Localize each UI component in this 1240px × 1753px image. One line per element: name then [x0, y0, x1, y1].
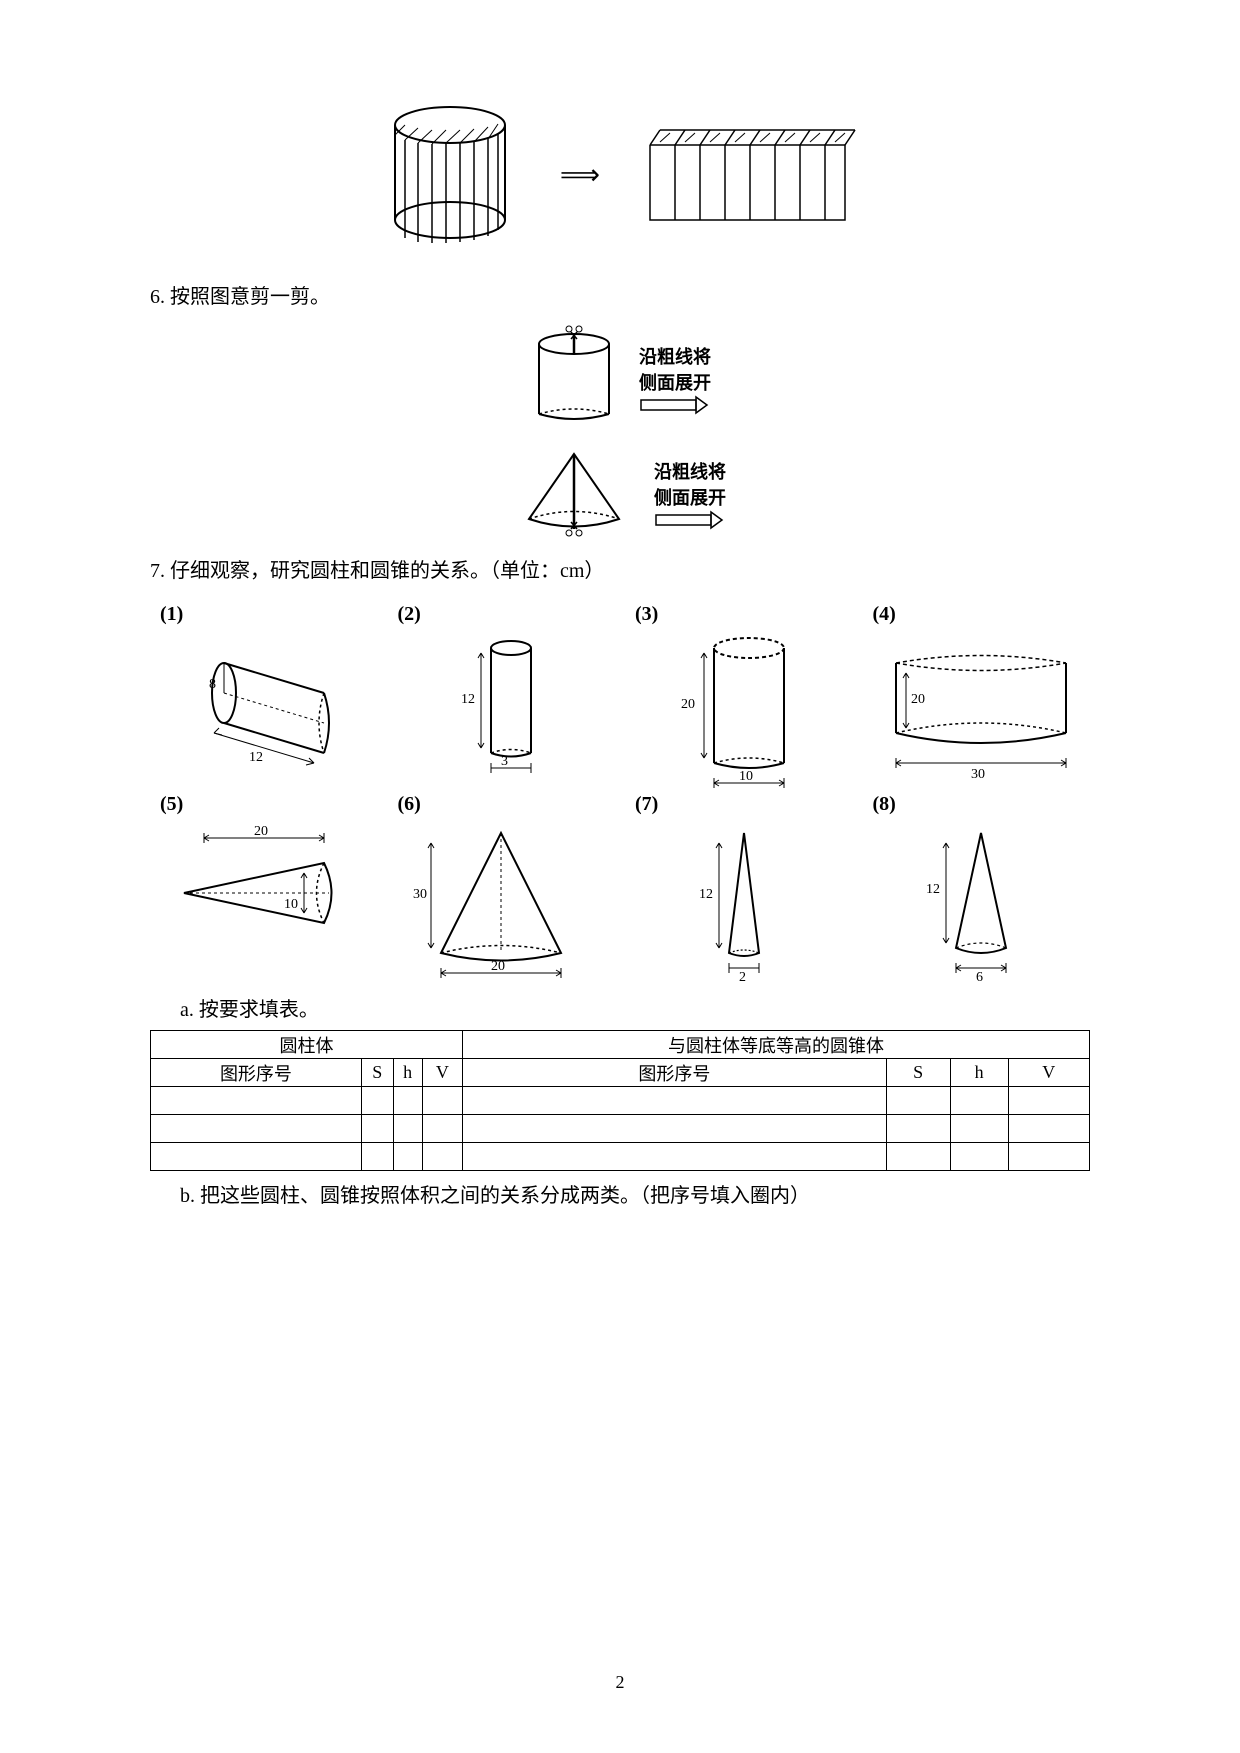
label-line-1: 沿粗线将: [639, 343, 711, 369]
svg-text:20: 20: [491, 959, 505, 974]
shape-5-num: (5): [160, 793, 183, 816]
svg-text:30: 30: [971, 767, 985, 782]
unfold-arrow-2-icon: [654, 510, 726, 530]
svg-text:20: 20: [911, 692, 925, 707]
svg-text:12: 12: [461, 692, 475, 707]
cylinder-unfold-diagram: ⟹: [150, 100, 1090, 250]
col-2: h: [393, 1059, 422, 1087]
shape-7: (7) 12 2: [625, 793, 853, 973]
shapes-grid: (1) 8 12 (2): [150, 603, 1090, 973]
cone-with-scissors-icon: [514, 449, 634, 539]
shape-5: (5) 20 10: [150, 793, 378, 973]
cylinder-sliced-icon: [380, 100, 520, 250]
shape-6-num: (6): [398, 793, 421, 816]
label-line-2: 侧面展开: [639, 369, 711, 395]
svg-text:30: 30: [413, 887, 427, 902]
comparison-table: 圆柱体 与圆柱体等底等高的圆锥体 图形序号 S h V 图形序号 S h V: [150, 1030, 1090, 1171]
col-3: V: [422, 1059, 462, 1087]
cone-unfold-label: 沿粗线将 侧面展开: [654, 458, 726, 530]
shape-3: (3) 20 10: [625, 603, 853, 783]
shape-4-num: (4): [873, 603, 896, 626]
svg-text:2: 2: [739, 970, 746, 983]
svg-text:3: 3: [501, 754, 508, 769]
svg-text:6: 6: [976, 970, 983, 983]
cylinder-unfold-label: 沿粗线将 侧面展开: [639, 343, 711, 415]
table-row: [151, 1115, 1090, 1143]
svg-text:8: 8: [209, 677, 216, 692]
shape-8-num: (8): [873, 793, 896, 816]
table-row: [151, 1143, 1090, 1171]
svg-text:12: 12: [926, 882, 940, 897]
label-line-2b: 侧面展开: [654, 484, 726, 510]
shape-1: (1) 8 12: [150, 603, 378, 783]
table-header-left: 圆柱体: [151, 1031, 463, 1059]
shape-6: (6) 30 20: [388, 793, 616, 973]
label-line-1b: 沿粗线将: [654, 458, 726, 484]
svg-text:10: 10: [739, 769, 753, 784]
shape-4: (4) 20 30: [863, 603, 1091, 783]
svg-text:20: 20: [681, 697, 695, 712]
shape-1-num: (1): [160, 603, 183, 626]
rectangles-unfolded-icon: [640, 125, 860, 225]
col-5: S: [886, 1059, 950, 1087]
col-6: h: [950, 1059, 1008, 1087]
table-row: [151, 1087, 1090, 1115]
col-4: 图形序号: [463, 1059, 887, 1087]
col-0: 图形序号: [151, 1059, 362, 1087]
col-7: V: [1008, 1059, 1089, 1087]
shape-8: (8) 12 6: [863, 793, 1091, 973]
shape-3-num: (3): [635, 603, 658, 626]
unfold-arrow-icon: [639, 395, 711, 415]
cylinder-with-scissors-icon: [529, 324, 619, 434]
col-1: S: [361, 1059, 393, 1087]
item-7b-text: b. 把这些圆柱、圆锥按照体积之间的关系分成两类。（把序号填入圈内）: [180, 1179, 1090, 1208]
svg-text:12: 12: [699, 887, 713, 902]
cylinder-cut-diagram: 沿粗线将 侧面展开: [150, 324, 1090, 434]
item-7-text: 7. 仔细观察，研究圆柱和圆锥的关系。（单位：cm）: [150, 554, 1090, 583]
svg-text:12: 12: [249, 750, 263, 765]
transform-arrow-icon: ⟹: [560, 158, 600, 192]
item-6-text: 6. 按照图意剪一剪。: [150, 280, 1090, 309]
shape-2: (2) 12 3: [388, 603, 616, 783]
item-7a-text: a. 按要求填表。: [180, 993, 1090, 1022]
svg-text:20: 20: [254, 824, 268, 839]
cone-cut-diagram: 沿粗线将 侧面展开: [150, 449, 1090, 539]
page-number: 2: [616, 1672, 625, 1693]
svg-text:10: 10: [284, 897, 298, 912]
shape-7-num: (7): [635, 793, 658, 816]
shape-2-num: (2): [398, 603, 421, 626]
table-header-right: 与圆柱体等底等高的圆锥体: [463, 1031, 1090, 1059]
